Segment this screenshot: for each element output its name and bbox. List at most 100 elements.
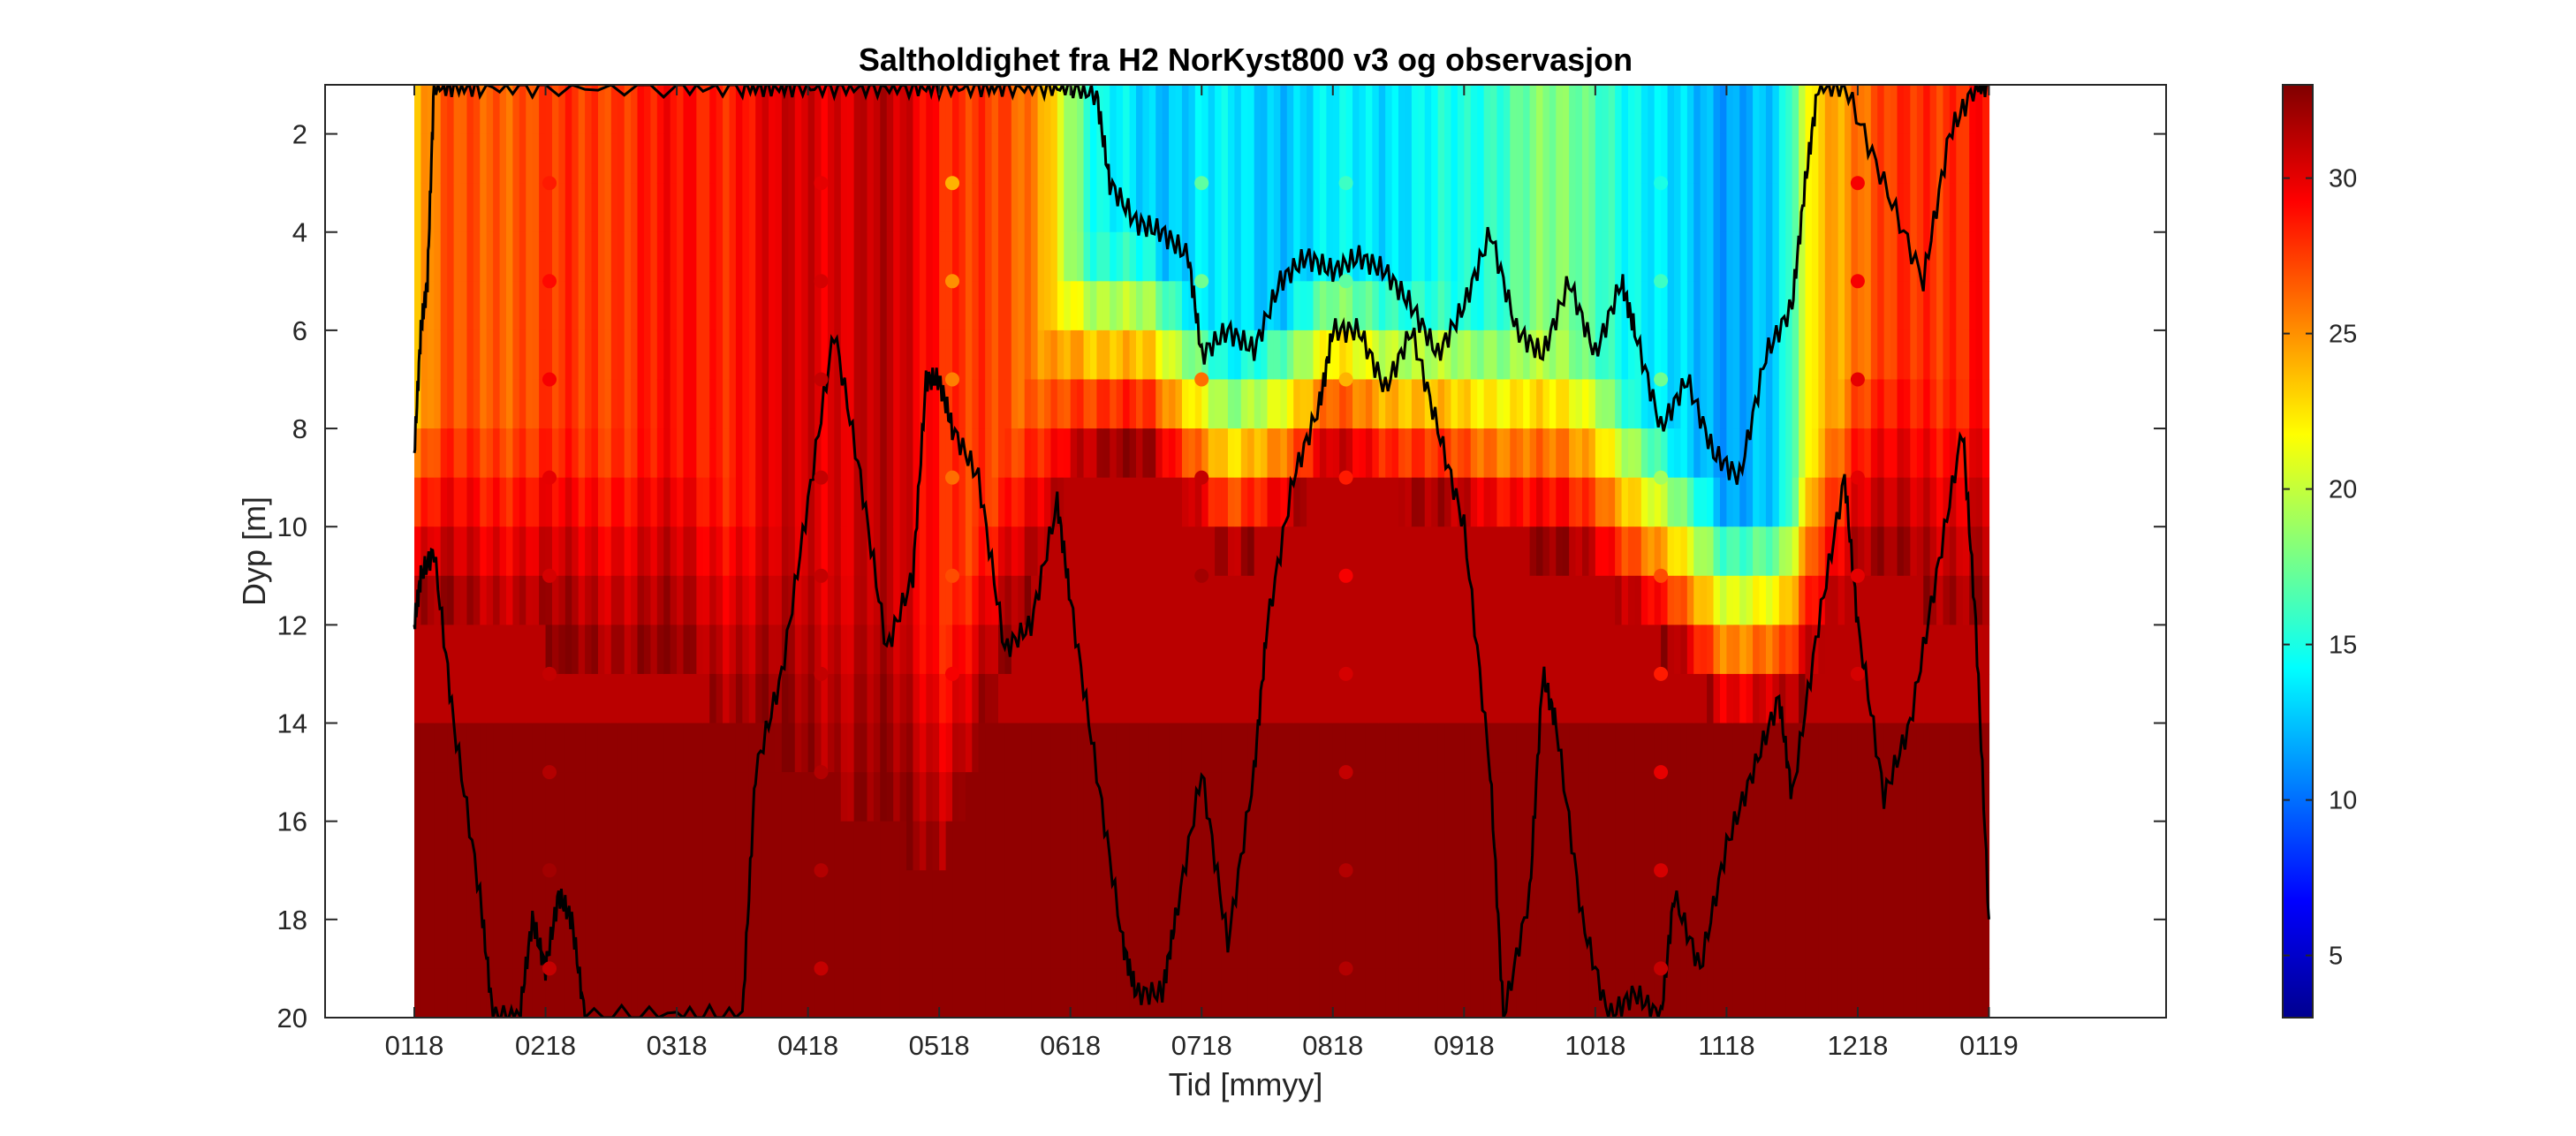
heatmap-cell [1050, 968, 1058, 1018]
heatmap-cell [1975, 231, 1983, 282]
colorbar-gradient [2283, 85, 2313, 1018]
heatmap-cell [1234, 329, 1242, 381]
heatmap-cell [591, 133, 599, 184]
heatmap-cell [1339, 281, 1347, 331]
heatmap-cell [1031, 133, 1039, 184]
heatmap-cell [1680, 821, 1688, 871]
heatmap-cell [519, 281, 527, 331]
heatmap-cell [1845, 919, 1852, 970]
heatmap-cell [1175, 281, 1183, 331]
heatmap-cell [1169, 231, 1177, 282]
heatmap-cell [1299, 477, 1307, 527]
heatmap-cell [499, 477, 507, 527]
heatmap-cell [1805, 772, 1813, 822]
heatmap-cell [1391, 428, 1399, 479]
heatmap-cell [1851, 625, 1859, 675]
heatmap-cell [1602, 231, 1610, 282]
heatmap-cell [670, 379, 678, 429]
heatmap-cell [867, 281, 875, 331]
heatmap-cell [1378, 329, 1386, 381]
heatmap-cell [1929, 821, 1937, 871]
heatmap-cell [893, 673, 901, 724]
heatmap-cell [689, 575, 697, 625]
heatmap-cell [1929, 772, 1937, 822]
observation-point [1338, 568, 1353, 583]
heatmap-cell [1129, 379, 1137, 429]
heatmap-cell [670, 968, 678, 1018]
heatmap-cell [729, 870, 737, 920]
heatmap-cell [1405, 575, 1413, 625]
heatmap-cell [1352, 723, 1360, 773]
heatmap-cell [886, 231, 894, 282]
observation-point [1338, 961, 1353, 976]
heatmap-cell [1732, 968, 1740, 1018]
heatmap-cell [1299, 673, 1307, 724]
heatmap-cell [1765, 526, 1773, 577]
heatmap-cell [1332, 329, 1340, 381]
heatmap-cell [558, 575, 566, 625]
heatmap-cell [788, 379, 796, 429]
heatmap-cell [945, 133, 953, 184]
heatmap-cell [939, 428, 947, 479]
heatmap-cell [551, 231, 559, 282]
heatmap-cell [1510, 772, 1518, 822]
heatmap-cell [1857, 329, 1865, 381]
heatmap-cell [1050, 379, 1058, 429]
heatmap-cell [1451, 968, 1458, 1018]
heatmap-cell [1070, 379, 1078, 429]
heatmap-cell [1299, 625, 1307, 675]
heatmap-cell [1457, 625, 1465, 675]
heatmap-cell [663, 379, 671, 429]
heatmap-cell [460, 428, 468, 479]
heatmap-cell [807, 428, 815, 479]
heatmap-cell [610, 281, 618, 331]
heatmap-cell [1424, 85, 1432, 135]
heatmap-cell [1595, 870, 1602, 920]
heatmap-cell [1234, 231, 1242, 282]
heatmap-cell [1077, 477, 1085, 527]
heatmap-cell [1464, 673, 1472, 724]
heatmap-cell [926, 428, 934, 479]
heatmap-cell [1831, 329, 1839, 381]
heatmap-cell [1903, 625, 1911, 675]
heatmap-cell [1175, 477, 1183, 527]
heatmap-cell [1464, 968, 1472, 1018]
heatmap-cell [1943, 428, 1951, 479]
heatmap-cell [420, 968, 428, 1018]
heatmap-cell [1089, 673, 1098, 724]
heatmap-cell [1595, 919, 1602, 970]
heatmap-cell [1785, 85, 1793, 135]
heatmap-cell [1648, 870, 1655, 920]
heatmap-cell [1883, 870, 1891, 920]
heatmap-cell [539, 428, 547, 479]
heatmap-cell [932, 821, 940, 871]
heatmap-cell [1595, 379, 1602, 429]
heatmap-cell [1234, 673, 1242, 724]
heatmap-cell [716, 821, 724, 871]
heatmap-cell [1595, 526, 1602, 577]
heatmap-cell [1490, 133, 1498, 184]
heatmap-cell [735, 428, 743, 479]
heatmap-cell [1799, 870, 1807, 920]
heatmap-cell [578, 723, 586, 773]
heatmap-cell [1326, 968, 1334, 1018]
heatmap-cell [723, 428, 731, 479]
heatmap-cell [775, 772, 783, 822]
heatmap-cell [1707, 133, 1715, 184]
x-axis-label: Tid [mmyy] [1169, 1066, 1323, 1102]
heatmap-cell [1732, 772, 1740, 822]
heatmap-cell [1240, 183, 1248, 233]
heatmap-cell [723, 919, 731, 970]
heatmap-cell [447, 231, 455, 282]
heatmap-cell [1418, 526, 1426, 577]
heatmap-cell [919, 919, 927, 970]
heatmap-cell [1405, 428, 1413, 479]
heatmap-cell [1648, 85, 1655, 135]
heatmap-cell [723, 526, 731, 577]
heatmap-cell [893, 870, 901, 920]
heatmap-cell [1194, 281, 1202, 331]
heatmap-cell [702, 821, 710, 871]
heatmap-cell [821, 231, 829, 282]
heatmap-cell [1431, 870, 1439, 920]
heatmap-cell [1313, 428, 1321, 479]
